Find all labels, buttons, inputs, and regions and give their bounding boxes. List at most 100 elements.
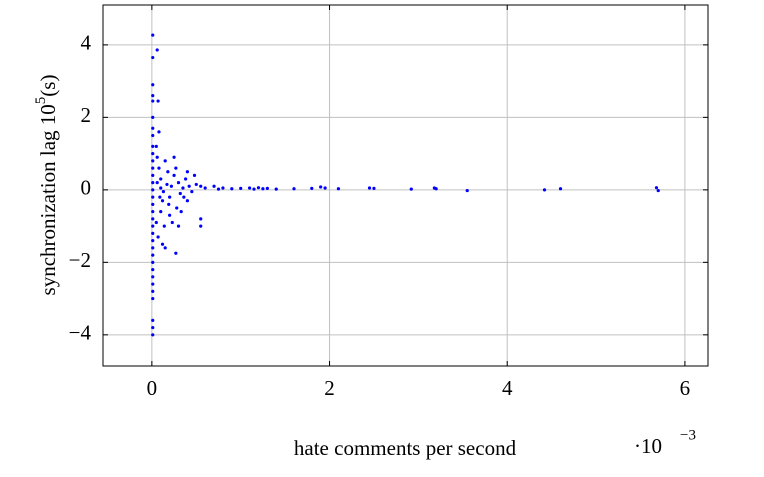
point [151,83,155,87]
point [151,289,155,293]
y-axis-label: synchronization lag 105(s) [33,75,59,296]
point [174,251,178,255]
point [265,186,269,190]
point [151,202,155,206]
point [199,224,203,228]
point [203,186,207,190]
point [151,296,155,301]
point [199,217,203,221]
point [151,282,155,286]
point [184,177,188,181]
point [151,260,155,264]
point [158,195,162,199]
point [221,186,225,190]
point [172,155,176,159]
point [292,187,296,191]
point [157,166,161,170]
point [161,190,166,194]
point [199,184,203,188]
plot-frame [102,4,709,367]
point [151,94,155,98]
x-tick-label: 0 [147,376,158,400]
point [159,209,163,214]
point [163,246,167,250]
x-tick-label: 6 [680,376,691,400]
point [151,55,155,60]
point [156,235,160,239]
y-axis-label-text: synchronization lag 105(s) [33,75,59,296]
point [175,206,179,210]
point [151,325,155,330]
point [239,186,243,190]
point [187,184,191,188]
point [165,182,169,187]
point [185,199,189,203]
point [159,177,163,181]
point [151,159,155,163]
point [558,187,563,191]
point [310,186,314,190]
point [151,209,155,214]
point [256,186,261,190]
point [656,188,660,193]
point [156,99,160,103]
point [151,173,155,177]
point [190,190,194,194]
x-multiplier-exponent: −3 [680,427,696,443]
point [176,224,181,228]
point [151,275,155,279]
point [274,187,278,191]
point [151,115,155,119]
point [151,333,155,337]
point [542,188,547,192]
point [151,195,155,199]
point [192,173,197,177]
point [372,186,376,190]
point [336,187,341,191]
point [154,220,158,225]
point [168,195,172,199]
point [160,199,165,203]
point [166,170,170,174]
point [230,187,234,191]
point [155,48,159,52]
x-tick-label: 2 [324,376,335,400]
point [409,187,413,191]
point [151,152,155,156]
point [261,187,265,191]
y-label-main: synchronization lag 10 [36,104,60,295]
point [155,155,159,159]
x-axis-label: hate comments per second [294,436,517,460]
point [151,224,155,228]
point [216,187,221,191]
point [157,130,161,134]
point [247,186,252,190]
point [151,33,155,37]
y-tick-label: −4 [69,321,92,345]
point [182,195,186,199]
point [151,166,155,170]
point [179,209,183,214]
point [185,170,189,174]
point [194,182,198,187]
point [465,188,469,193]
point [151,246,155,250]
point [151,217,155,221]
x-multiplier: ·10 [634,434,662,458]
point [160,242,165,246]
y-label-suffix: (s) [36,75,60,97]
point [163,159,167,163]
y-tick-label: 2 [81,103,92,127]
point [151,318,155,322]
point [151,144,155,148]
point [151,253,155,257]
point [151,126,155,130]
point [151,231,155,235]
point [252,187,256,191]
point [654,186,659,190]
y-tick-label: 4 [81,31,92,55]
point [167,202,171,206]
point [170,220,174,225]
point [151,238,155,243]
